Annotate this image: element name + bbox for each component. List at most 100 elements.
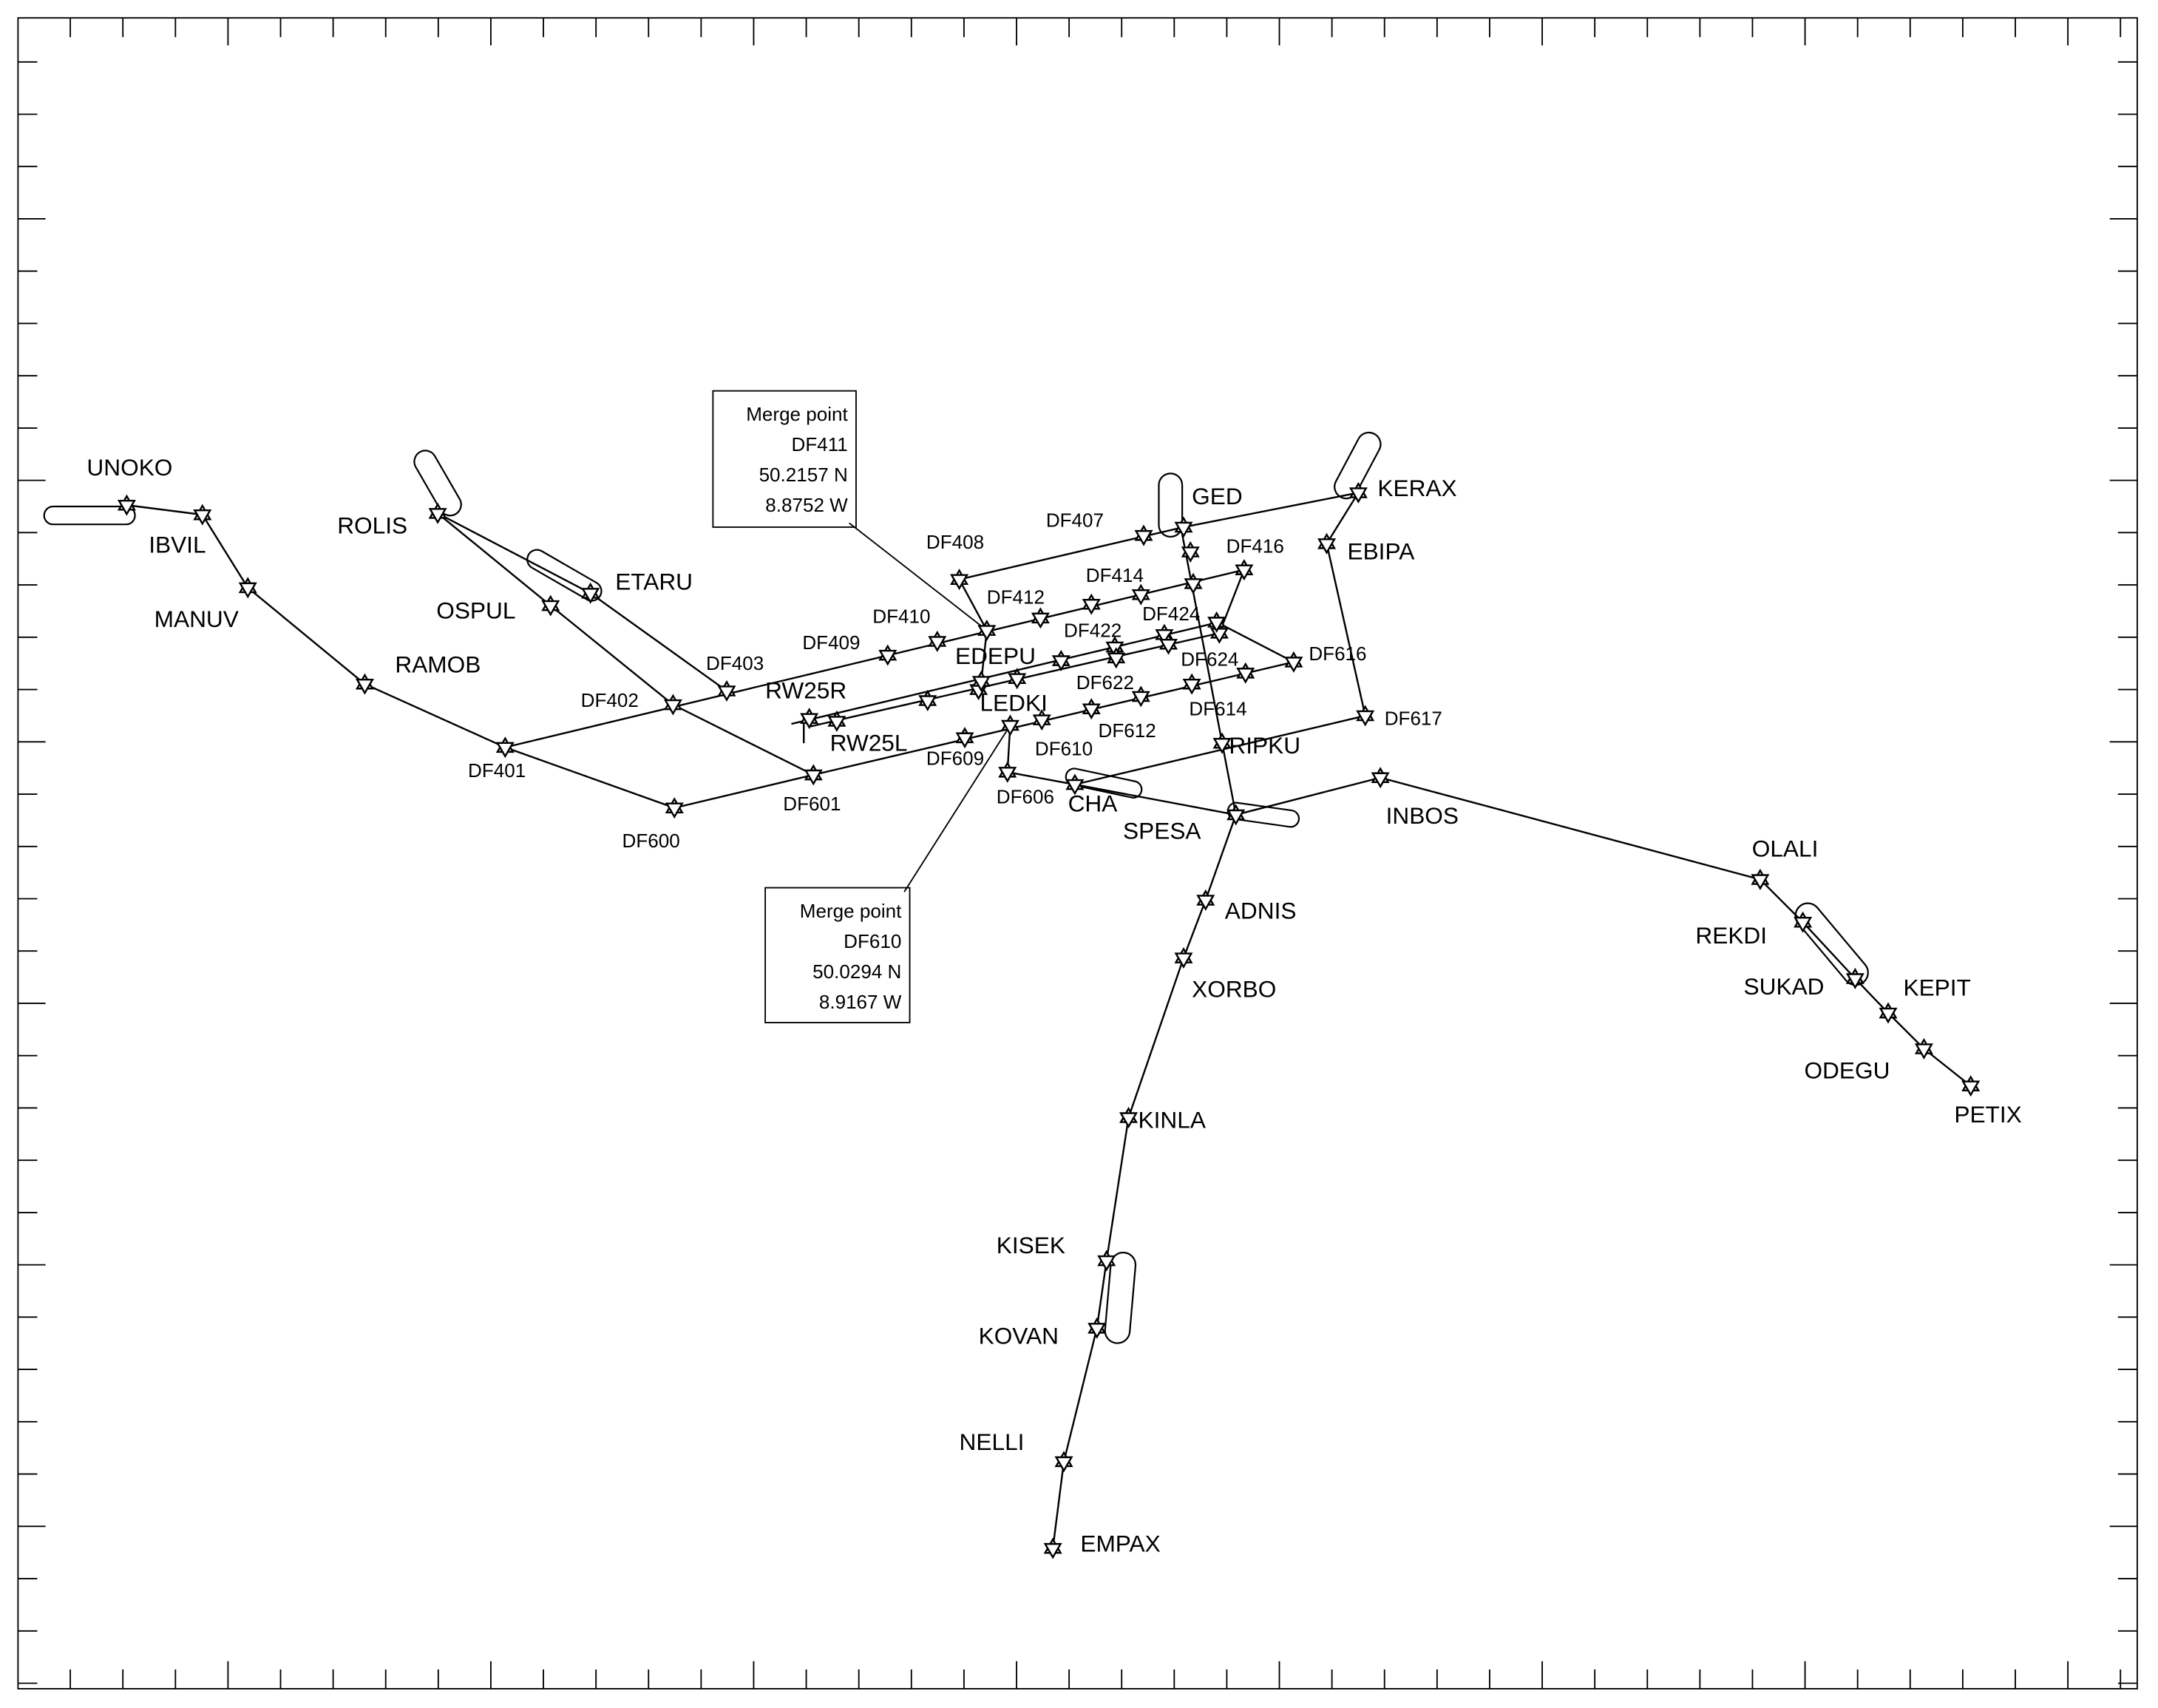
waypoint-symbol [1097,1255,1116,1272]
waypoint-label: DF606 [997,785,1054,807]
waypoint-symbol [1131,691,1150,708]
waypoint-label: OLALI [1752,836,1819,862]
waypoint-symbol [1794,916,1813,933]
waypoint-label: DF601 [783,793,841,815]
holding-patterns [43,431,1869,1344]
waypoint-symbol [1751,874,1770,890]
waypoint-label: KISEK [997,1232,1065,1258]
waypoint-label: ADNIS [1225,897,1297,924]
waypoint-symbol [663,699,682,716]
waypoint-label: DF414 [1086,564,1144,586]
route [504,661,1295,809]
waypoint-symbol [1181,546,1200,563]
waypoint-label: MANUV [155,606,239,632]
waypoint-symbol [1031,612,1050,629]
waypoint-label: KOVAN [979,1323,1059,1349]
waypoint-symbol [1845,973,1865,989]
waypoint-symbol [950,574,969,591]
holding-pattern [1794,902,1869,986]
waypoint-symbol [1226,809,1246,826]
route [126,504,1245,749]
waypoint-symbol [1961,1080,1981,1097]
waypoint-label: DF409 [802,631,860,654]
waypoint-label: DF410 [872,606,930,628]
waypoint-symbol [541,600,560,617]
waypoint-symbol [665,802,684,819]
waypoint-label: DF402 [581,689,639,711]
waypoint-symbol [238,582,257,599]
merge-box [764,887,911,1023]
waypoint-symbol [1082,598,1101,615]
route [437,512,814,776]
waypoint-label: DF412 [987,586,1045,609]
waypoint-symbol [1182,678,1201,695]
waypoint-label: ROLIS [337,512,407,538]
waypoint-label: PETIX [1954,1101,2021,1128]
waypoint-label: DF609 [926,747,984,769]
waypoint-symbol [1174,952,1193,969]
waypoint-symbol [1119,1112,1139,1128]
waypoint-symbol [1914,1043,1933,1060]
merge-lon: 8.9167 W [819,991,902,1013]
waypoint-label: DF616 [1309,643,1366,665]
waypoint-label: RAMOB [395,651,481,677]
waypoint-label: ETARU [615,569,693,595]
route [1006,725,1972,1087]
waypoint-symbol [1207,617,1226,633]
waypoint-symbol [1008,673,1027,690]
waypoint-symbol [1209,628,1229,644]
waypoint-symbol [495,742,515,759]
waypoint-label: NELLI [960,1429,1025,1455]
waypoint-label: KINLA [1139,1106,1207,1133]
waypoint-symbol [428,508,447,524]
route [1216,621,1295,663]
waypoint-label: OSPUL [436,597,515,624]
waypoint-symbol [1196,895,1215,911]
holding-pattern [1065,767,1143,799]
leader-line [903,725,1011,892]
waypoint-symbol [1348,487,1368,504]
waypoint-label: REKDI [1695,922,1767,949]
waypoint-symbol [918,695,937,711]
waypoint-symbol [1284,657,1303,673]
waypoint-symbol [1088,1323,1107,1339]
waypoint-symbol [928,636,947,652]
waypoint-symbol [1212,737,1232,754]
waypoint-symbol [1054,1456,1073,1473]
waypoint-symbol [1158,638,1178,655]
waypoint-label: DF600 [622,830,680,852]
waypoint-symbol [971,676,991,692]
route [1051,814,1237,1549]
waypoint-symbol [1184,578,1203,594]
waypoint-label: EDEPU [955,643,1036,669]
route [791,621,1220,725]
waypoint-symbol [1134,529,1153,546]
holding-pattern [1334,431,1382,500]
waypoint-symbol [1082,703,1101,720]
waypoint-symbol [1371,772,1390,789]
frame-ticks [18,18,2137,1689]
waypoint-symbol [355,678,374,695]
map-frame [17,17,2138,1690]
waypoint-symbol [827,716,846,732]
waypoint-label: LEDKI [980,689,1047,716]
route [1218,569,1245,634]
waypoint-symbol [804,769,823,786]
waypoint-symbol [1032,714,1051,731]
waypoint-label: DF610 [1035,737,1093,759]
route [1180,526,1237,816]
waypoint-label: CHA [1068,790,1119,816]
waypoint-label: DF422 [1064,619,1122,641]
waypoint-label: DF612 [1099,719,1156,742]
waypoint-symbol [800,713,819,730]
waypoint-label: RIPKU [1229,732,1300,759]
holding-pattern [413,450,462,517]
waypoint-symbol [1317,538,1337,555]
waypoint-symbol [117,499,136,516]
waypoint-symbol [1051,655,1070,671]
waypoint-symbol [1879,1007,1898,1024]
waypoint-label: DF403 [706,652,764,674]
holding-pattern [1104,1251,1137,1344]
waypoint-label: XORBO [1192,976,1276,1003]
